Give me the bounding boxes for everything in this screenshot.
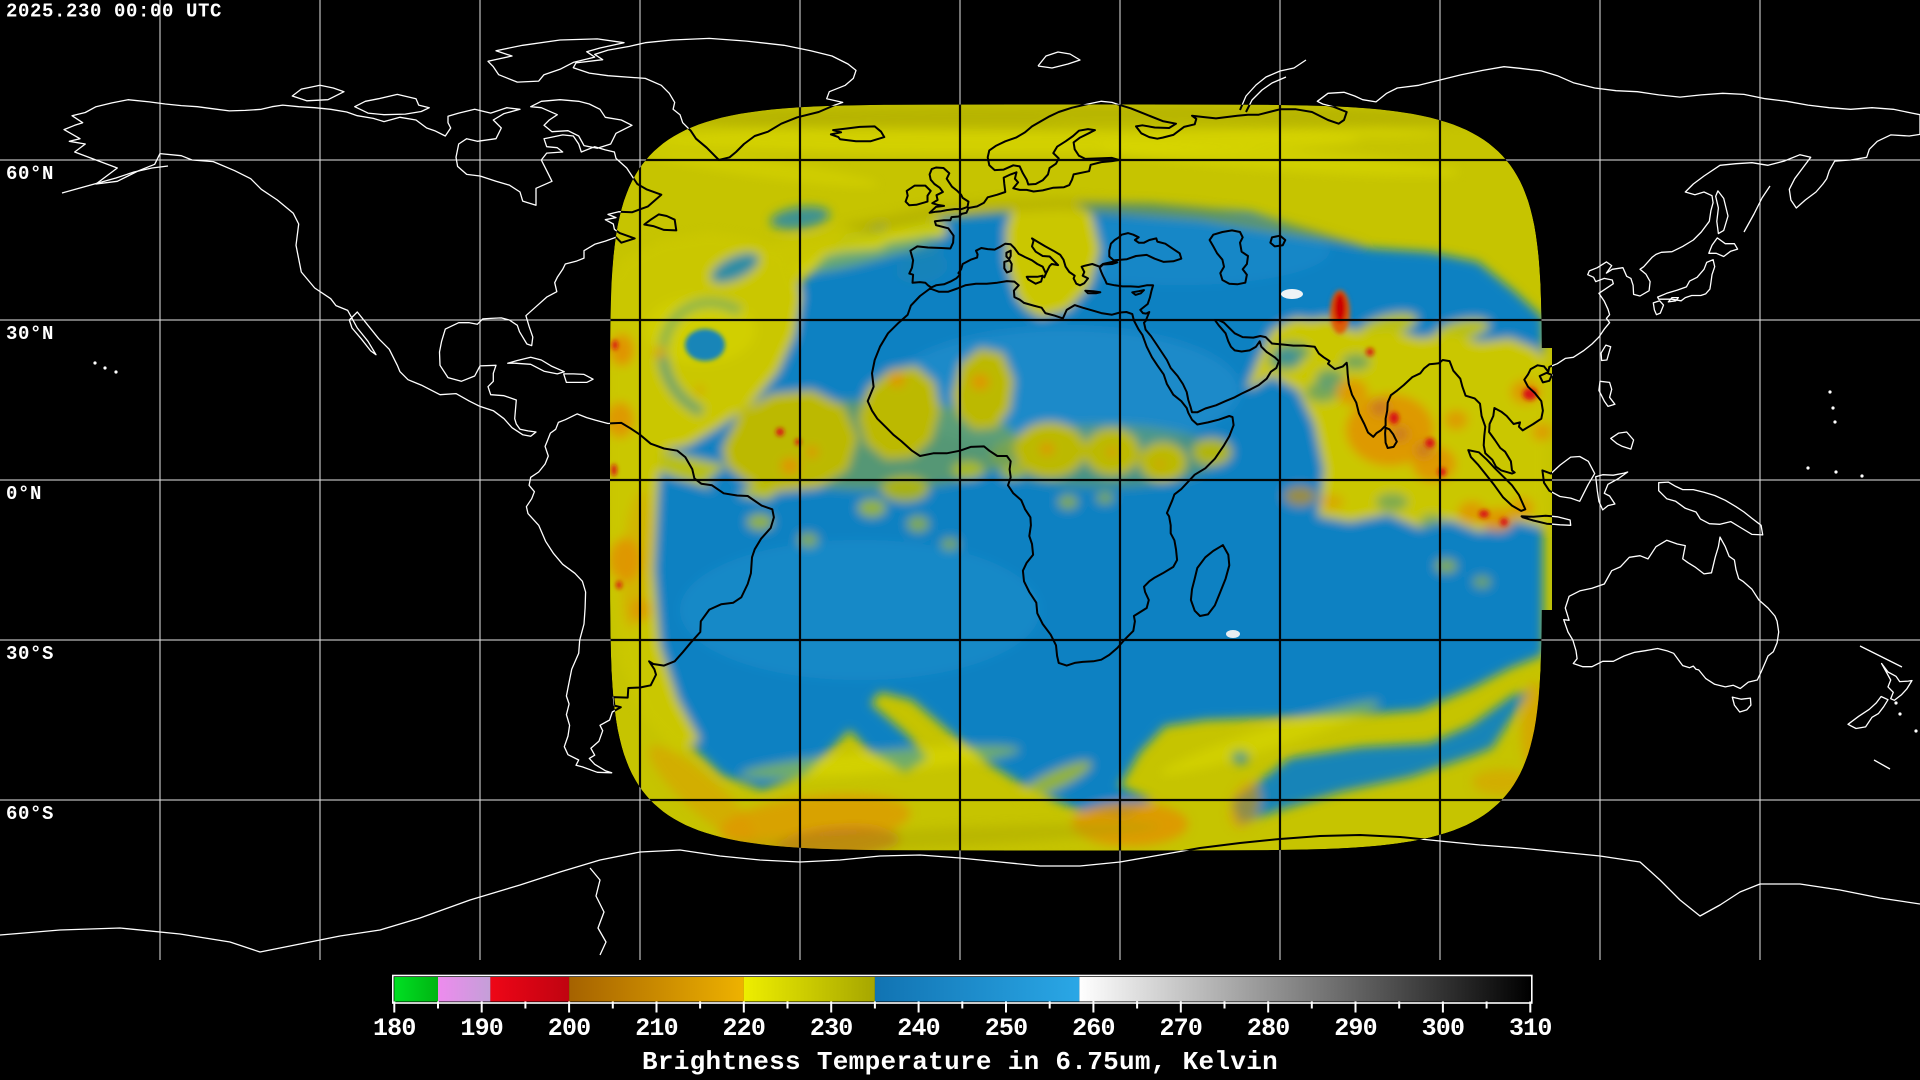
svg-text:230: 230 xyxy=(810,1014,853,1043)
svg-text:180: 180 xyxy=(373,1014,416,1043)
svg-text:240: 240 xyxy=(897,1014,940,1043)
svg-text:Brightness Temperature in 6.75: Brightness Temperature in 6.75um, Kelvin xyxy=(642,1047,1278,1077)
svg-text:250: 250 xyxy=(985,1014,1028,1043)
svg-text:270: 270 xyxy=(1159,1014,1202,1043)
svg-text:300: 300 xyxy=(1422,1014,1465,1043)
svg-text:260: 260 xyxy=(1072,1014,1115,1043)
svg-text:310: 310 xyxy=(1509,1014,1552,1043)
svg-text:280: 280 xyxy=(1247,1014,1290,1043)
svg-text:2025.230 00:00 UTC: 2025.230 00:00 UTC xyxy=(6,1,222,23)
svg-text:60°S: 60°S xyxy=(6,803,54,825)
svg-text:190: 190 xyxy=(460,1014,503,1043)
svg-text:200: 200 xyxy=(548,1014,591,1043)
svg-text:30°S: 30°S xyxy=(6,643,54,665)
svg-text:30°N: 30°N xyxy=(6,323,54,345)
svg-text:290: 290 xyxy=(1334,1014,1377,1043)
svg-text:60°N: 60°N xyxy=(6,163,54,185)
svg-text:0°N: 0°N xyxy=(6,483,42,505)
svg-text:220: 220 xyxy=(722,1014,765,1043)
svg-text:210: 210 xyxy=(635,1014,678,1043)
